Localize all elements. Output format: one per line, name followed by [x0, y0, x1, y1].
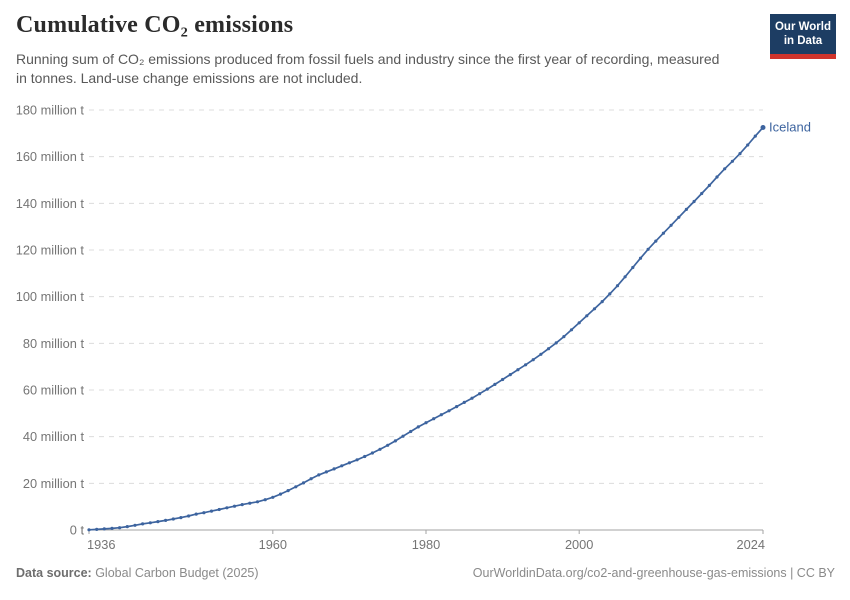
- y-axis-label: 20 million t: [23, 476, 85, 491]
- data-point-markers: [87, 125, 765, 532]
- owid-logo-stripe: [770, 53, 836, 59]
- page-title: Cumulative CO₂ emissions: [16, 12, 294, 38]
- y-axis-label: 180 million t: [16, 103, 85, 118]
- series-line-iceland: [88, 126, 764, 531]
- y-axis-label: 160 million t: [16, 149, 85, 164]
- series-end-marker: [760, 125, 766, 130]
- y-axis-label: 140 million t: [16, 196, 85, 211]
- y-axis-labels: 0 t 20 million t 40 million t 60 million t 8…: [16, 103, 85, 538]
- x-axis-ticks: [88, 530, 764, 534]
- owid-logo-box: Our World in Data: [770, 14, 836, 54]
- gridlines: [89, 109, 763, 531]
- owid-logo[interactable]: Our World in Data: [770, 14, 836, 59]
- y-axis-label: 0 t: [70, 523, 85, 538]
- data-source-label: Data source:: [16, 566, 92, 580]
- data-source-value: Global Carbon Budget (2025): [91, 566, 259, 580]
- data-source: Data source: Global Carbon Budget (2025): [16, 566, 259, 580]
- x-axis-label: 1980: [412, 537, 440, 552]
- owid-logo-line1: Our World: [774, 21, 831, 33]
- chart-subtitle: Running sum of CO₂ emissions produced fr…: [16, 51, 720, 86]
- y-axis-label: 40 million t: [23, 429, 85, 444]
- x-axis-labels: 1936 1960 1980 2000 2024: [87, 537, 765, 552]
- chart-footer: Data source: Global Carbon Budget (2025)…: [16, 566, 835, 580]
- entity-label-iceland[interactable]: Iceland: [769, 120, 811, 135]
- footer-citation-link[interactable]: OurWorldinData.org/co2-and-greenhouse-ga…: [472, 566, 835, 580]
- x-axis-label: 1936: [87, 537, 115, 552]
- x-axis-label: 2024: [737, 537, 765, 552]
- owid-logo-line2: in Data: [783, 35, 823, 48]
- chart-plot-area[interactable]: 0 t 20 million t 40 million t 60 million t 8…: [0, 96, 850, 562]
- y-axis-label: 60 million t: [23, 383, 85, 398]
- y-axis-label: 100 million t: [16, 289, 85, 304]
- y-axis-label: 80 million t: [23, 336, 85, 351]
- y-axis-label: 120 million t: [16, 243, 85, 258]
- x-axis-label: 2000: [565, 537, 593, 552]
- x-axis-label: 1960: [259, 537, 287, 552]
